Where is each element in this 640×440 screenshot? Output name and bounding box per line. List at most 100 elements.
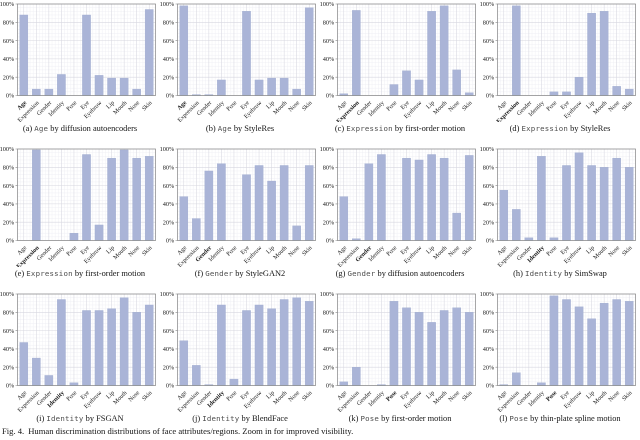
y-tick-label: 60% — [323, 328, 335, 335]
axis-frame — [497, 293, 636, 386]
x-tick-label-nose: Nose — [607, 244, 621, 258]
y-tick-label: 80% — [163, 20, 175, 27]
bar-eye — [562, 299, 571, 386]
chart-caption-method: first-order motion — [391, 414, 452, 423]
axis-frame — [497, 148, 636, 241]
y-tick-label: 40% — [163, 346, 175, 353]
y-tick-label: 40% — [323, 346, 335, 353]
bar-chart: 0%20%40%60%80%100%AgeExpressionGenderIde… — [0, 1, 156, 122]
bar-skin — [624, 167, 634, 241]
chart-caption: (c) Expression by first-order motion — [320, 123, 480, 134]
y-tick-label: 80% — [483, 165, 495, 172]
y-tick-label: 80% — [163, 310, 175, 317]
bar-expression — [512, 209, 521, 241]
y-tick-label: 20% — [3, 74, 15, 81]
chart-caption-label: (i) — [36, 414, 45, 423]
bar-mouth — [439, 157, 449, 241]
bar-chart: 0%20%40%60%80%100%AgeExpressionGenderIde… — [320, 146, 476, 267]
y-tick-label: 0% — [166, 383, 175, 390]
y-tick-label: 100% — [320, 291, 335, 298]
y-tick-label: 0% — [6, 93, 15, 100]
bar-mouth — [599, 11, 609, 96]
axis-frame — [177, 293, 316, 386]
x-tick-label-skin: Skin — [301, 389, 314, 402]
x-tick-label-lip: Lip — [105, 389, 116, 400]
y-tick-label: 0% — [6, 238, 15, 245]
bar-lip — [267, 77, 276, 96]
bar-skin — [464, 312, 474, 386]
chart-caption-label: (a) — [22, 124, 33, 133]
x-tick-label-pose: Pose — [65, 389, 78, 402]
chart-caption: (i) Identity by FSGAN — [0, 413, 160, 424]
y-tick-label: 100% — [480, 1, 495, 8]
x-tick-label-mouth: Mouth — [272, 389, 289, 406]
chart-caption-label: (c) — [334, 124, 345, 133]
x-tick-label-lip: Lip — [585, 389, 596, 400]
chart-cell-b: 0% 20% 40% 60% 80% 100% Age Expression Gender Ide… — [160, 0, 320, 145]
y-tick-label: 60% — [483, 328, 495, 335]
bar-mouth — [119, 149, 129, 241]
bar-identity — [537, 156, 546, 241]
bar-eye — [82, 154, 91, 241]
y-tick-label: 100% — [320, 1, 335, 8]
bar-lip — [107, 157, 116, 241]
bar-eye — [402, 157, 411, 241]
bar-eyebrow — [574, 306, 584, 386]
bar-eyebrow — [414, 79, 424, 96]
chart-caption-connector: by — [570, 124, 579, 133]
y-tick-label: 20% — [323, 219, 335, 226]
chart-caption-label: (g) — [335, 269, 346, 278]
bar-expression — [512, 5, 521, 96]
chart-cell-j: 0% 20% 40% 60% 80% 100% Age Expression Gender Ide… — [160, 290, 320, 425]
bar-chart: 0%20%40%60%80%100%AgeExpressionGenderIde… — [320, 1, 476, 122]
chart-caption-attribute: Identity — [202, 414, 240, 423]
bar-mouth — [439, 310, 449, 386]
bar-eyebrow — [254, 165, 264, 241]
x-tick-label-lip: Lip — [425, 244, 436, 255]
chart-caption-connector: by — [74, 269, 84, 278]
y-tick-label: 80% — [323, 310, 335, 317]
chart-cell-k: 0% 20% 40% 60% 80% 100% Age Expression Gender Ide… — [320, 290, 480, 425]
chart-cell-i: 0% 20% 40% 60% 80% 100% Age Expression Gender Ide… — [0, 290, 160, 425]
bar-age — [19, 342, 29, 386]
chart-caption: (e) Expression by first-order motion — [0, 268, 160, 279]
x-tick-label-lip: Lip — [105, 99, 116, 110]
bar-nose — [612, 299, 621, 386]
chart-caption-connector: by — [530, 414, 539, 423]
x-tick-label-nose: Nose — [447, 389, 461, 403]
bar-identity — [377, 154, 386, 241]
bar-chart: 0%20%40%60%80%100%AgeExpressionGenderIde… — [160, 146, 316, 267]
x-tick-label-lip: Lip — [265, 389, 276, 400]
bar-nose — [612, 157, 621, 241]
x-tick-label-mouth: Mouth — [592, 244, 609, 261]
chart-cell-l: 0% 20% 40% 60% 80% 100% Age Expression Gender Ide… — [480, 290, 640, 425]
y-tick-label: 40% — [3, 346, 15, 353]
bar-skin — [304, 165, 314, 241]
chart-caption: (j) Identity by BlendFace — [160, 413, 320, 424]
bar-gender — [204, 170, 214, 241]
bar-chart: 0%20%40%60%80%100%AgeExpressionGenderIde… — [0, 146, 156, 267]
axis-frame — [177, 3, 316, 96]
bar-lip — [267, 308, 276, 386]
bar-chart: 0%20%40%60%80%100%AgeExpressionGenderIde… — [160, 291, 316, 412]
y-tick-label: 60% — [483, 38, 495, 45]
y-tick-label: 0% — [326, 238, 335, 245]
y-tick-label: 100% — [0, 291, 15, 298]
bar-gender — [44, 375, 54, 386]
chart-caption-method: StyleGAN2 — [245, 269, 286, 278]
x-tick-label-lip: Lip — [585, 244, 596, 255]
chart-caption: (l) Pose by thin-plate spline motion — [480, 413, 640, 424]
x-tick-label-skin: Skin — [621, 389, 634, 402]
y-tick-label: 0% — [166, 238, 175, 245]
x-tick-label-eye: Eye — [399, 99, 411, 111]
bar-pose — [69, 382, 79, 386]
bar-mouth — [279, 77, 289, 96]
bar-age — [339, 196, 349, 241]
chart-caption-label: (k) — [348, 414, 359, 423]
y-tick-label: 0% — [166, 93, 175, 100]
bar-nose — [132, 157, 141, 241]
y-tick-label: 100% — [160, 146, 175, 153]
chart-caption-connector: by — [85, 414, 95, 423]
chart-caption-method: FSGAN — [96, 414, 124, 423]
x-tick-label-mouth: Mouth — [112, 244, 129, 261]
